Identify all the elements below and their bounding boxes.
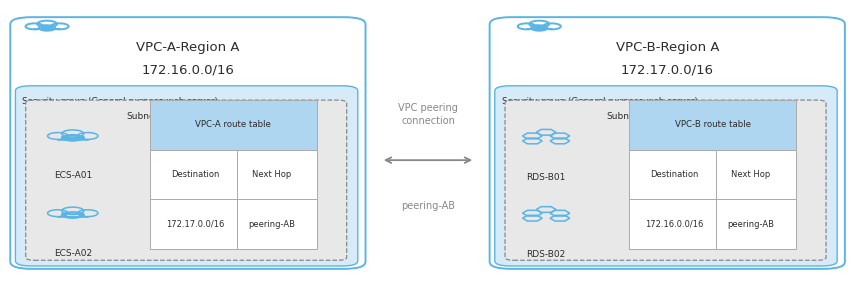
Text: Security group (General-purpose web server): Security group (General-purpose web serv… — [22, 97, 218, 106]
Text: VPC-A route table: VPC-A route table — [195, 120, 271, 129]
Circle shape — [80, 137, 82, 138]
FancyBboxPatch shape — [150, 150, 317, 199]
FancyBboxPatch shape — [10, 17, 366, 269]
FancyBboxPatch shape — [505, 100, 826, 260]
Text: VPC-A-Region A: VPC-A-Region A — [136, 41, 240, 54]
Text: RDS-B01: RDS-B01 — [526, 173, 566, 182]
Text: VPC-B route table: VPC-B route table — [675, 120, 751, 129]
Text: 172.16.0.0/16: 172.16.0.0/16 — [645, 220, 704, 229]
Text: ECS-A01: ECS-A01 — [54, 171, 92, 180]
Text: Security group (General-purpose web server): Security group (General-purpose web serv… — [502, 97, 698, 106]
Text: Subnet-A01-172.16.0.0/24: Subnet-A01-172.16.0.0/24 — [127, 111, 246, 120]
Text: RDS-B02: RDS-B02 — [526, 250, 566, 259]
FancyBboxPatch shape — [629, 100, 796, 150]
Text: 172.16.0.0/16: 172.16.0.0/16 — [141, 63, 235, 77]
Text: Destination: Destination — [650, 170, 698, 179]
Text: 172.17.0.0/16: 172.17.0.0/16 — [166, 220, 224, 229]
Circle shape — [80, 214, 82, 215]
FancyBboxPatch shape — [629, 150, 796, 199]
Text: peering-AB: peering-AB — [728, 220, 775, 229]
Text: 172.17.0.0/16: 172.17.0.0/16 — [621, 63, 714, 77]
FancyBboxPatch shape — [495, 86, 837, 266]
FancyBboxPatch shape — [150, 199, 317, 249]
Text: VPC peering
connection: VPC peering connection — [398, 103, 458, 126]
Text: Subnet-B01-172.17.0.0/24: Subnet-B01-172.17.0.0/24 — [606, 111, 725, 120]
Text: Next Hop: Next Hop — [731, 170, 770, 179]
FancyBboxPatch shape — [150, 100, 317, 150]
Text: VPC-B-Region A: VPC-B-Region A — [615, 41, 719, 54]
FancyBboxPatch shape — [15, 86, 358, 266]
Text: peering-AB: peering-AB — [401, 201, 455, 211]
Text: Next Hop: Next Hop — [252, 170, 291, 179]
FancyBboxPatch shape — [490, 17, 845, 269]
FancyBboxPatch shape — [26, 100, 347, 260]
Text: peering-AB: peering-AB — [248, 220, 295, 229]
Text: Destination: Destination — [170, 170, 219, 179]
FancyBboxPatch shape — [629, 199, 796, 249]
Text: ECS-A02: ECS-A02 — [54, 249, 92, 258]
